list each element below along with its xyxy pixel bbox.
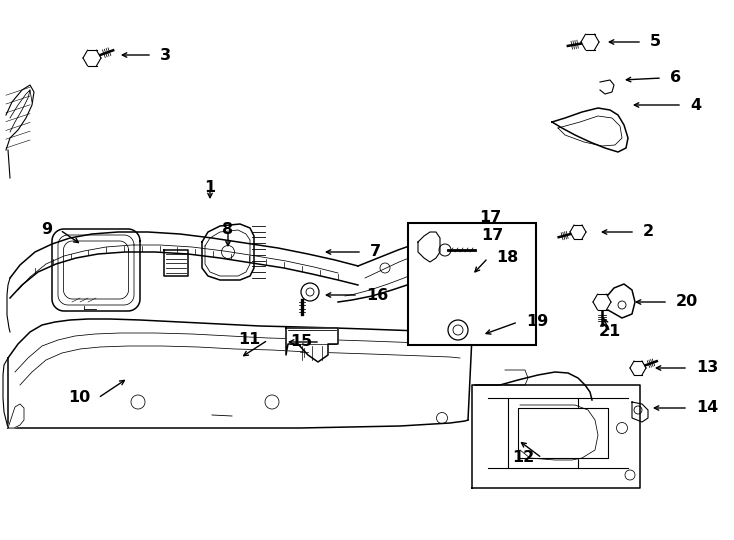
- Text: 2: 2: [643, 225, 654, 240]
- Text: 13: 13: [696, 361, 719, 375]
- Text: 16: 16: [366, 287, 388, 302]
- Text: 1: 1: [205, 180, 216, 195]
- Text: 14: 14: [696, 401, 719, 415]
- Polygon shape: [8, 404, 24, 428]
- Text: 5: 5: [650, 35, 661, 50]
- Polygon shape: [518, 408, 608, 458]
- Text: 4: 4: [690, 98, 701, 112]
- Text: 7: 7: [370, 245, 381, 260]
- Text: 20: 20: [676, 294, 698, 309]
- Text: 9: 9: [41, 222, 52, 238]
- Text: 10: 10: [68, 390, 90, 406]
- Polygon shape: [286, 328, 338, 362]
- Text: 12: 12: [512, 450, 534, 465]
- Text: 19: 19: [526, 314, 548, 329]
- Text: 6: 6: [670, 71, 681, 85]
- Text: 11: 11: [238, 333, 260, 348]
- Text: 8: 8: [222, 222, 233, 238]
- Text: 17: 17: [481, 227, 503, 242]
- FancyBboxPatch shape: [408, 223, 536, 345]
- Text: 21: 21: [599, 325, 621, 340]
- Text: 17: 17: [479, 211, 501, 226]
- Text: 15: 15: [290, 334, 312, 349]
- Text: 18: 18: [496, 251, 518, 266]
- Text: 3: 3: [160, 48, 171, 63]
